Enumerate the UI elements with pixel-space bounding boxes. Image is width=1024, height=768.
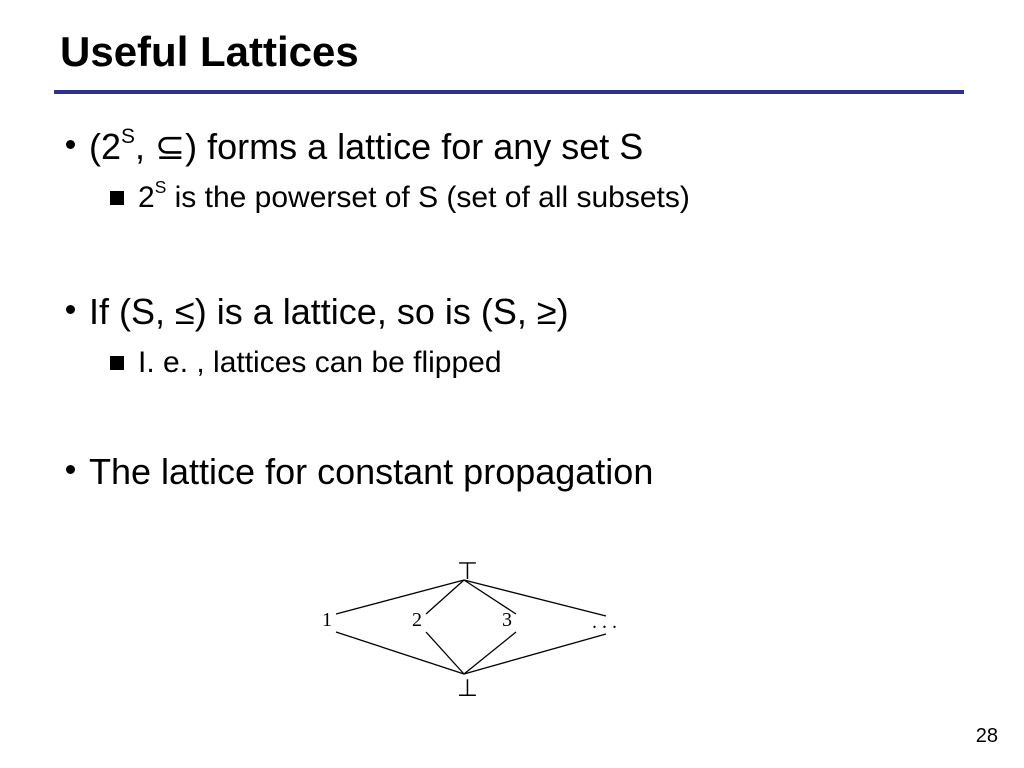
lattice-diagram: ⊤ ⊥ 1 2 3 . . .: [292, 556, 652, 706]
s1-pre: 2: [138, 181, 155, 214]
lattice-node-label: 1: [322, 609, 332, 631]
b1-post: ) forms a lattice for any set S: [185, 126, 643, 167]
bullet-square-icon: [110, 191, 124, 205]
bottom-node-icon: ⊥: [457, 676, 478, 702]
slide-title: Useful Lattices: [60, 28, 974, 76]
slide-content: (2S, ⊆) forms a lattice for any set S 2S…: [60, 124, 974, 494]
bullet-2: If (S, ≤) is a lattice, so is (S, ≥): [66, 289, 974, 334]
bullet-3: The lattice for constant propagation: [66, 449, 974, 494]
title-rule: [54, 90, 964, 94]
bullet-2-text: If (S, ≤) is a lattice, so is (S, ≥): [89, 289, 569, 334]
top-node-icon: ⊤: [457, 559, 478, 585]
subbullet-2-text: I. e. , lattices can be flipped: [138, 344, 502, 382]
lattice-node-label: 2: [412, 609, 422, 631]
bullet-3-text: The lattice for constant propagation: [89, 449, 653, 494]
page-number: 28: [976, 725, 998, 748]
bullet-square-icon: [110, 356, 124, 370]
spacer: [60, 227, 974, 289]
subbullet-1-text: 2S is the powerset of S (set of all subs…: [138, 179, 690, 217]
subbullet-2: I. e. , lattices can be flipped: [110, 344, 974, 382]
b1-sym: ⊆: [155, 126, 185, 167]
b1-pre: (2: [89, 126, 121, 167]
s1-post: is the powerset of S (set of all subsets…: [166, 181, 690, 214]
b1-mid: ,: [135, 126, 155, 167]
subbullet-1: 2S is the powerset of S (set of all subs…: [110, 179, 974, 217]
bullet-dot-icon: [66, 140, 75, 149]
bullet-dot-icon: [66, 305, 75, 314]
bullet-1-text: (2S, ⊆) forms a lattice for any set S: [89, 124, 643, 169]
bullet-dot-icon: [66, 465, 75, 474]
b1-sup: S: [121, 125, 135, 148]
s1-sup: S: [155, 177, 167, 197]
bullet-1: (2S, ⊆) forms a lattice for any set S: [66, 124, 974, 169]
lattice-node-label: . . .: [592, 611, 617, 633]
lattice-node-label: 3: [502, 609, 512, 631]
spacer: [60, 391, 974, 449]
slide: Useful Lattices (2S, ⊆) forms a lattice …: [0, 0, 1024, 768]
